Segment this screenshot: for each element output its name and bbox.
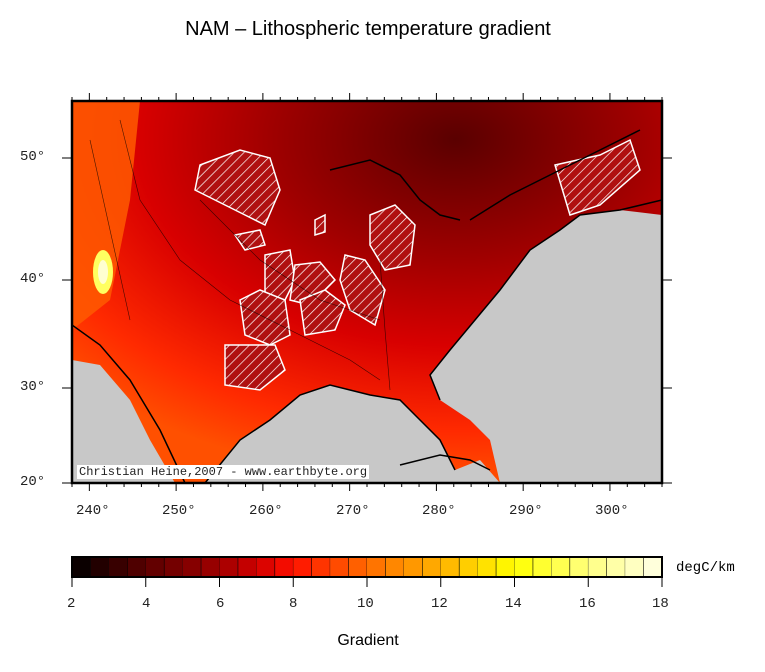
colorbar-cell <box>311 556 331 578</box>
colorbar-cell <box>422 556 442 578</box>
colorbar-cell <box>606 556 626 578</box>
colorbar-cell <box>367 557 386 577</box>
west-high-gradient-zone <box>72 101 140 330</box>
colorbar-cell <box>293 557 312 577</box>
lat-label: 30° <box>20 379 46 395</box>
colorbar-cell <box>200 556 220 578</box>
colorbar-tick-label: 2 <box>67 596 76 612</box>
colorbar-cell <box>182 557 202 577</box>
colorbar-cell <box>72 557 91 577</box>
colorbar <box>71 556 663 587</box>
colorbar-cell <box>551 557 570 577</box>
colorbar-cell <box>477 557 497 577</box>
colorbar-cell <box>569 556 589 578</box>
colorbar-cell <box>532 556 552 578</box>
colorbar-cell <box>625 557 644 577</box>
colorbar-label: Gradient <box>337 632 399 649</box>
colorbar-cell <box>256 557 275 577</box>
lat-label: 20° <box>20 474 46 490</box>
colorbar-tick-label: 16 <box>579 596 596 612</box>
colorbar-cell <box>330 557 349 577</box>
colorbar-cell <box>514 557 533 577</box>
colorbar-tick-label: 18 <box>652 596 669 612</box>
axis-ticks <box>62 93 672 491</box>
colorbar-cell <box>127 556 147 578</box>
lon-label: 270° <box>336 503 370 519</box>
colorbar-cell <box>495 556 515 578</box>
colorbar-cell <box>145 557 165 577</box>
lon-label: 290° <box>509 503 543 519</box>
lon-label: 260° <box>249 503 283 519</box>
colorbar-cell <box>588 557 607 577</box>
colorbar-unit: degC/km <box>676 560 735 576</box>
lon-label: 280° <box>422 503 456 519</box>
colorbar-cell <box>348 556 368 578</box>
colorbar-cell <box>440 557 460 577</box>
colorbar-cell <box>237 556 257 578</box>
lat-label: 40° <box>20 271 46 287</box>
lat-label: 50° <box>20 149 46 165</box>
colorbar-tick-label: 12 <box>431 596 448 612</box>
colorbar-cell <box>219 557 238 577</box>
lon-label: 240° <box>76 503 110 519</box>
colorbar-cell <box>643 556 663 578</box>
colorbar-cell <box>274 556 294 578</box>
coastlines <box>72 129 662 483</box>
rivers <box>89 119 391 391</box>
colorbar-tick-label: 4 <box>142 596 151 612</box>
colorbar-cell <box>385 556 405 578</box>
colorbar-tick-label: 10 <box>357 596 374 612</box>
colorbar-cell <box>90 556 110 578</box>
colorbar-cell <box>403 557 423 577</box>
colorbar-tick-label: 6 <box>216 596 225 612</box>
colorbar-cell <box>163 556 183 578</box>
map-title: NAM – Lithospheric temperature gradient <box>185 18 551 40</box>
lon-label: 300° <box>595 503 629 519</box>
credit-watermark: Christian Heine,2007 - www.earthbyte.org <box>77 465 370 479</box>
lon-label: 250° <box>162 503 196 519</box>
colorbar-tick-label: 14 <box>505 596 522 612</box>
colorbar-cell <box>458 556 478 578</box>
colorbar-tick-label: 8 <box>289 596 298 612</box>
craton-hatched-regions <box>194 138 641 391</box>
map-area <box>72 101 662 483</box>
colorbar-cell <box>108 557 128 577</box>
